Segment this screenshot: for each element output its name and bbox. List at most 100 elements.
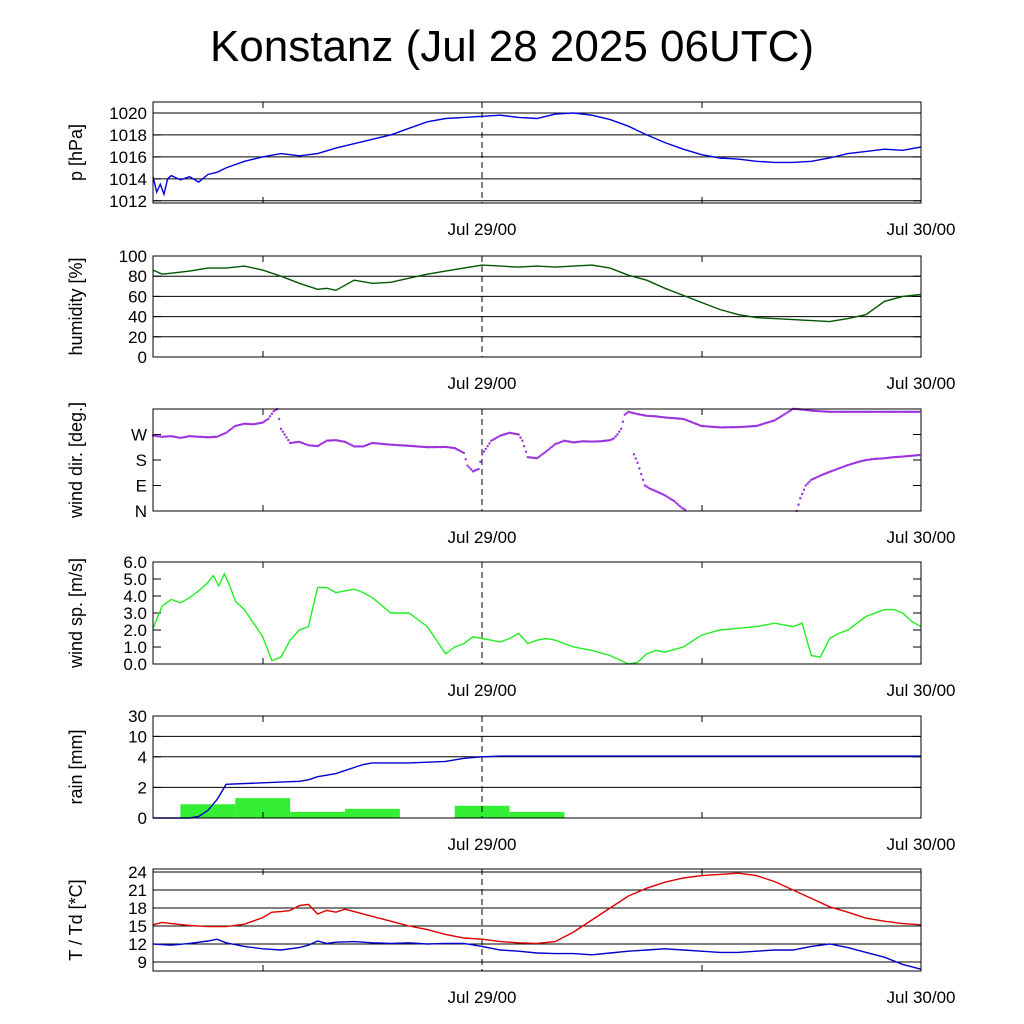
wind-dir-point (682, 417, 685, 421)
wind-dir-point (861, 459, 864, 463)
wind-dir-point (539, 454, 542, 457)
wind-dir-point (649, 487, 652, 491)
wind-dir-point (303, 442, 306, 446)
wind-dir-point (424, 445, 427, 449)
wind-dir-point (440, 445, 444, 449)
wind-dir-point (683, 418, 687, 421)
wind-dir-point (640, 472, 643, 476)
wind-dir-point (841, 465, 844, 469)
wind-dir-point (491, 438, 495, 441)
y-axis-label: T / Td [*C] (66, 879, 86, 960)
wind-dir-point (601, 439, 605, 443)
wind-dir-point (640, 413, 643, 416)
wind-dir-point (557, 441, 561, 444)
wind-dir-point (766, 421, 769, 424)
wind-dir-point (170, 435, 173, 438)
plot-frame (152, 561, 922, 665)
wind-dir-point (301, 442, 305, 445)
x-tick-label: Jul 30/00 (887, 528, 956, 547)
wind-dir-point (813, 409, 817, 413)
wind-dir-point (757, 424, 760, 427)
wind-dir-point (407, 444, 411, 448)
wind-dir-point (239, 423, 242, 426)
y-tick-label: 3.0 (123, 604, 147, 623)
wind-dir-point (656, 490, 659, 494)
wind-dir-point (680, 417, 683, 420)
wind-dir-point (864, 458, 868, 462)
wind-dir-point (870, 458, 873, 461)
y-tick-label: 20 (128, 328, 147, 347)
wind-dir-point (660, 415, 663, 419)
wind-dir-point (669, 497, 672, 501)
wind-dir-point (555, 442, 559, 445)
x-tick-label: Jul 30/00 (887, 374, 956, 393)
wind-dir-point (343, 440, 347, 444)
x-tick-label: Jul 29/00 (448, 988, 517, 1007)
x-tick-label: Jul 29/00 (448, 220, 517, 239)
wind-dir-point (254, 422, 257, 426)
wind-dir-point (830, 410, 833, 414)
wind-dir-point (654, 489, 658, 493)
wind-dir-point (833, 468, 837, 472)
wind-dir-point (689, 420, 692, 423)
wind-dir-point (543, 451, 546, 455)
wind-dir-point (802, 488, 806, 491)
wind-dir-point (473, 469, 477, 472)
wind-dir-point (641, 478, 645, 482)
wind-dir-point (323, 440, 327, 444)
wind-dir-point (404, 444, 407, 447)
wind-dir-point (577, 440, 581, 443)
wind-dir-point (868, 458, 871, 461)
wind-dir-point (363, 444, 367, 447)
wind-dir-point (416, 445, 420, 448)
wind-dir-point (736, 425, 740, 429)
rain-bar (235, 798, 291, 818)
wind-dir-point (327, 439, 330, 442)
series-line (152, 872, 922, 945)
wind-dir-point (857, 410, 861, 414)
wind-dir-point (742, 425, 745, 428)
wind-dir-point (314, 444, 317, 448)
y-tick-label: 15 (128, 917, 147, 936)
wind-dir-point (652, 415, 656, 418)
x-tick-label: Jul 29/00 (448, 835, 517, 854)
wind-dir-point (396, 443, 400, 447)
wind-dir-point (652, 489, 656, 492)
wind-dir-point (828, 410, 831, 414)
wind-dir-point (917, 410, 921, 414)
wind-dir-point (886, 410, 890, 414)
wind-dir-point (405, 444, 409, 447)
wind-dir-point (270, 412, 274, 416)
wind-dir-point (651, 414, 654, 418)
wind-dir-point (844, 464, 848, 467)
panel-1: 1012 1014 1016 1018 1020 Jul 29/00 Jul 30/00 p … (66, 101, 956, 239)
wind-dir-point (762, 422, 765, 425)
wind-dir-point (502, 433, 506, 436)
wind-dir-point (844, 410, 848, 414)
wind-dir-point (821, 473, 824, 477)
wind-dir-point (674, 417, 678, 420)
wind-dir-point (480, 453, 484, 456)
wind-dir-point (910, 410, 914, 414)
wind-dir-point (755, 424, 758, 428)
wind-dir-point (546, 448, 550, 452)
wind-dir-point (460, 450, 464, 454)
wind-dir-point (857, 460, 861, 464)
plot-frame (152, 715, 922, 819)
wind-dir-point (817, 409, 820, 413)
wind-dir-point (199, 435, 202, 439)
wind-dir-point (590, 440, 594, 443)
wind-dir-point (678, 504, 681, 508)
wind-dir-point (877, 410, 881, 414)
wind-dir-point (245, 422, 248, 426)
wind-dir-point (490, 439, 493, 442)
wind-dir-point (219, 433, 222, 437)
wind-dir-point (188, 435, 191, 438)
wind-dir-point (888, 410, 892, 414)
series-line (152, 572, 922, 665)
wind-dir-point (318, 443, 321, 447)
wind-dir-point (685, 419, 689, 422)
wind-dir-point (215, 435, 219, 438)
wind-dir-point (868, 410, 871, 414)
wind-dir-point (544, 450, 548, 453)
